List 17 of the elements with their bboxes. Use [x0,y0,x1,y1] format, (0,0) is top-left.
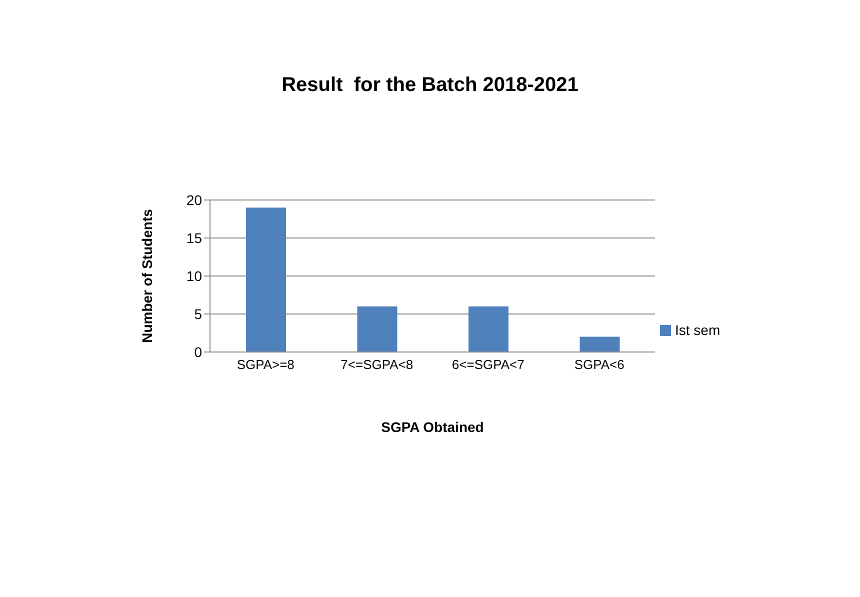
chart-title: Result for the Batch 2018-2021 [280,74,580,97]
bar [468,306,508,352]
x-axis-title: SGPA Obtained [381,419,484,435]
x-tick-label: SGPA>=8 [236,357,294,372]
y-tick-label: 10 [186,268,202,284]
bar [246,208,286,352]
x-tick-label: SGPA<6 [574,357,624,372]
bar [357,306,398,352]
y-axis-title: Number of Students [138,208,155,343]
y-tick-label: 5 [194,306,202,322]
legend-label: Ist sem [675,322,720,338]
x-tick-label: 6<=SGPA<7 [452,357,524,372]
x-tick-label: 7<=SGPA<8 [340,357,414,372]
y-tick-label: 15 [186,230,202,246]
y-tick-label: 0 [194,344,202,360]
bar [580,336,620,352]
y-tick-label: 20 [186,192,202,208]
